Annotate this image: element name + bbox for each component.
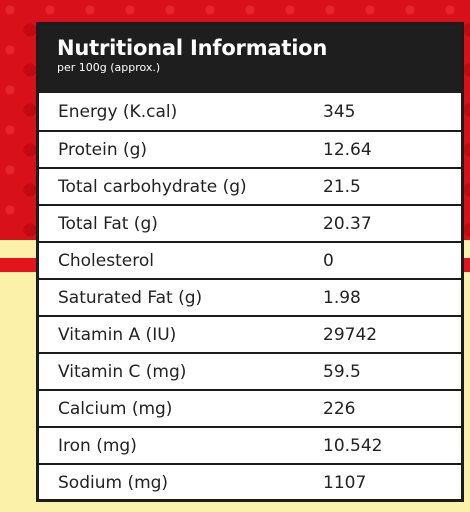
row-value: 10.542	[323, 435, 383, 456]
row-label: Total carbohydrate (g)	[58, 176, 247, 197]
table-row: Saturated Fat (g) 1.98	[39, 278, 461, 315]
table-row: Sodium (mg) 1107	[39, 463, 461, 500]
table-row: Protein (g) 12.64	[39, 130, 461, 167]
row-value: 21.5	[323, 176, 361, 197]
row-value: 226	[323, 398, 356, 419]
row-label: Calcium (mg)	[58, 398, 173, 419]
row-value: 1107	[323, 472, 367, 493]
table-row: Total carbohydrate (g) 21.5	[39, 167, 461, 204]
row-label: Iron (mg)	[58, 435, 137, 456]
nutrition-subtitle: per 100g (approx.)	[57, 61, 161, 74]
table-row: Vitamin C (mg) 59.5	[39, 352, 461, 389]
row-value: 59.5	[323, 361, 361, 382]
row-value: 345	[323, 101, 356, 122]
nutrition-table: Energy (K.cal) 345 Protein (g) 12.64 Tot…	[39, 93, 461, 500]
row-value: 20.37	[323, 213, 372, 234]
row-label: Energy (K.cal)	[58, 101, 178, 122]
row-label: Total Fat (g)	[58, 213, 158, 234]
nutrition-card: Nutritional Information per 100g (approx…	[36, 22, 464, 502]
nutrition-header: Nutritional Information per 100g (approx…	[39, 25, 461, 93]
row-label: Saturated Fat (g)	[58, 287, 203, 308]
nutrition-title: Nutritional Information	[57, 36, 328, 60]
table-row: Calcium (mg) 226	[39, 389, 461, 426]
row-label: Vitamin C (mg)	[58, 361, 187, 382]
row-label: Vitamin A (IU)	[58, 324, 177, 345]
table-row: Total Fat (g) 20.37	[39, 204, 461, 241]
row-value: 1.98	[323, 287, 361, 308]
row-label: Protein (g)	[58, 139, 148, 160]
row-label: Cholesterol	[58, 250, 154, 271]
row-label: Sodium (mg)	[58, 472, 169, 493]
row-value: 0	[323, 250, 334, 271]
row-value: 29742	[323, 324, 378, 345]
table-row: Cholesterol 0	[39, 241, 461, 278]
table-row: Iron (mg) 10.542	[39, 426, 461, 463]
table-row: Energy (K.cal) 345	[39, 93, 461, 130]
row-value: 12.64	[323, 139, 372, 160]
table-row: Vitamin A (IU) 29742	[39, 315, 461, 352]
